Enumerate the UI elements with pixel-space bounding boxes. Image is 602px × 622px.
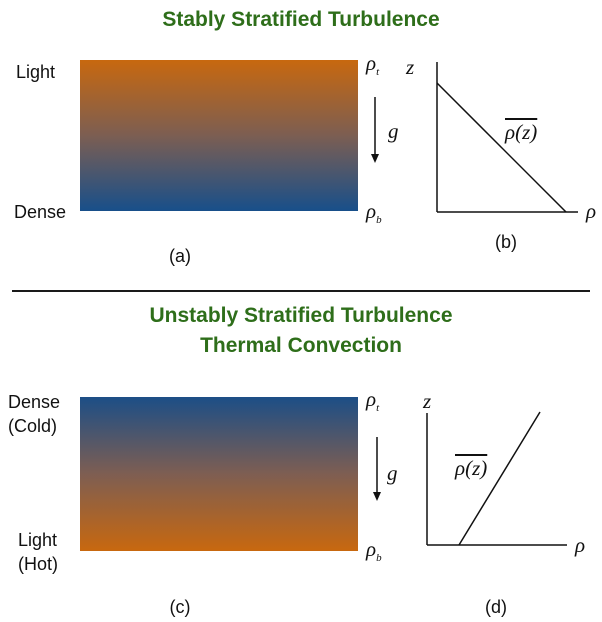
gravity-arrowhead (371, 154, 379, 163)
cold-label: (Cold) (8, 416, 58, 436)
panel-a-label: (a) (169, 246, 191, 266)
gravity-arrowhead (373, 492, 381, 501)
rho-top-symbol: ρt (366, 51, 380, 78)
density-profile-label: ρ(z) (455, 456, 488, 480)
density-profile-label: ρ(z) (505, 120, 538, 144)
axis-z-label: z (423, 389, 432, 413)
dense-label: Dense (8, 392, 61, 412)
gravity-label: g (388, 119, 399, 143)
panel-c-label: (c) (169, 597, 191, 617)
stable-fluid-layer (80, 60, 358, 211)
stable-title: Stably Stratified Turbulence (162, 8, 440, 31)
axis-z-label: z (406, 55, 415, 79)
unstable-title: Unstably Stratified Turbulence (149, 304, 453, 327)
panel-b-label: (b) (495, 232, 517, 252)
convection-title: Thermal Convection (200, 334, 402, 357)
unstable-fluid-layer (80, 397, 358, 551)
hot-label: (Hot) (18, 554, 58, 574)
axis-rho-label: ρ (586, 199, 597, 223)
section-divider (12, 290, 590, 292)
rho-top-symbol: ρt (366, 387, 380, 414)
light-label: Light (18, 530, 58, 550)
rho-bottom-symbol: ρb (366, 537, 382, 564)
light-label: Light (16, 62, 56, 82)
density-profile-line (436, 82, 567, 213)
gravity-label: g (387, 461, 398, 485)
axis-rho-label: ρ (575, 533, 586, 557)
dense-label: Dense (14, 202, 67, 222)
panel-d-label: (d) (485, 597, 507, 617)
rho-bottom-symbol: ρb (366, 199, 382, 226)
density-profile-line (458, 411, 541, 546)
